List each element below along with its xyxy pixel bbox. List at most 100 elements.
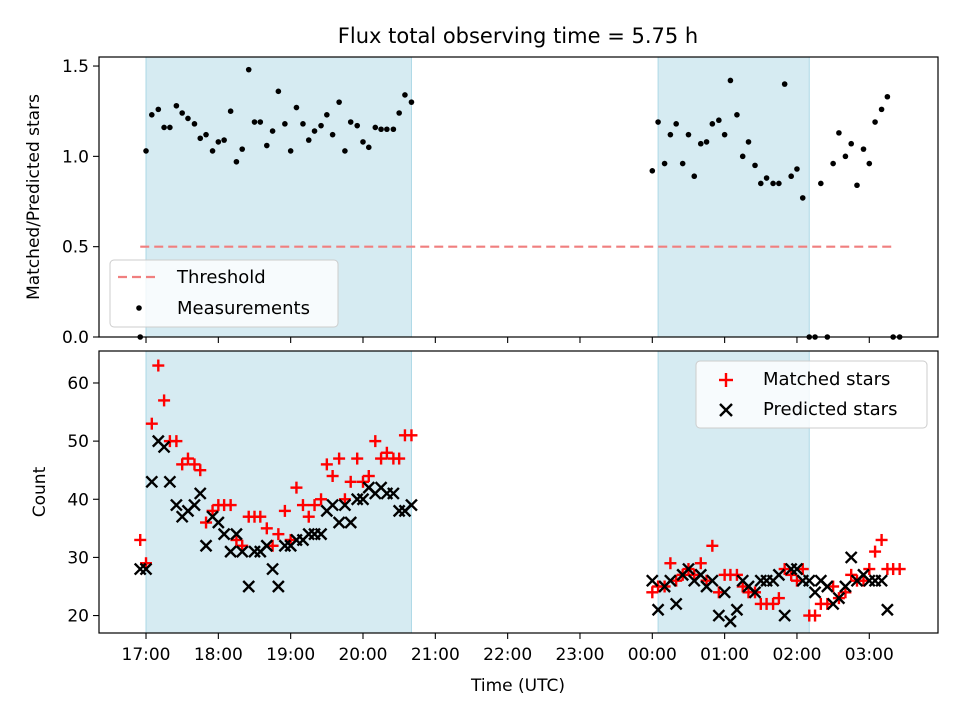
matched-stars-points [134,359,906,622]
predicted-star-point [344,516,358,529]
measurement-point [239,146,246,152]
measurement-point [305,137,312,143]
predicted-star-point [778,609,792,622]
matched-star-point [333,452,346,465]
x-stroke [742,580,755,593]
measurement-point [655,119,661,125]
matched-star-point [393,452,406,465]
x-stroke [778,609,792,622]
measurement-point [384,126,390,133]
measurement-point [378,126,384,133]
measurement-point [860,146,867,152]
matched-star-point [224,499,237,512]
x-stroke [344,516,358,529]
x-stroke [266,562,279,576]
x-stroke [724,615,737,628]
measurement-point [848,140,855,147]
matched-star-point [809,609,822,622]
x-stroke [260,539,274,553]
matched-star-point [170,435,183,448]
matched-star-point [839,586,852,599]
top-legend: Threshold Measurements [109,259,339,328]
matched-star-point [405,429,418,442]
measurement-point [402,92,408,98]
predicted-star-point [266,562,279,576]
measurement-point [830,160,836,167]
matched-star-point [875,533,888,546]
x-stroke [199,539,213,553]
measurement-point [185,115,191,122]
measurement-point [727,77,734,84]
matched-star-point [188,458,201,471]
measurement-point [649,168,656,174]
measurement-point [757,180,764,187]
measurement-point [215,139,222,145]
x-stroke [139,562,153,576]
shaded-region [657,56,810,338]
matched-star-point [236,539,249,552]
y-tick-label: 50 [67,432,89,452]
x-stroke [362,481,376,494]
top-axis-ticks: 0.0 0.5 1.0 1.5 [62,57,870,348]
measurement-point [282,121,288,127]
measurement-point [173,102,180,109]
matched-star-point [351,452,364,465]
predicted-star-point [808,585,822,599]
x-stroke [814,574,828,588]
measurement-point [372,124,379,131]
matched-star-point [200,516,213,529]
y-tick-label: 60 [67,374,89,394]
matched-star-point [296,499,309,512]
measurement-point [329,131,336,138]
top-panel: 0.0 0.5 1.0 1.5 Matched/Predicted stars Thr… [24,56,939,348]
predicted-star-point [682,562,695,576]
measurement-point [365,144,372,151]
measurement-point [872,119,878,125]
measurement-point [884,93,891,100]
predicted-star-point [211,516,225,529]
matched-star-point [326,470,339,483]
predicted-star-point [157,440,171,454]
x-stroke [772,568,786,582]
measurement-point [342,148,348,154]
matched-star-point [767,597,780,610]
x-tick-label: 03:00 [845,645,894,665]
matched-star-point [145,417,158,430]
matched-star-point [736,580,749,593]
measurement-point [734,112,740,118]
measurement-point [878,106,885,113]
predicted-star-point [170,498,183,512]
matched-star-point [790,574,803,587]
matched-star-point [152,359,165,372]
bottom-panel: 20 30 40 50 60 17:00 18:00 19:00 20:00 21:00 22:00… [30,350,939,696]
predicted-star-point [260,539,274,553]
measurement-point [318,122,324,129]
x-stroke [802,574,816,588]
measurement-point [275,88,282,95]
matched-star-point [134,533,147,546]
x-stroke [857,568,870,582]
measurement-point [818,180,824,187]
measurement-point [836,130,842,136]
predicted-star-point [230,527,243,541]
matched-star-point [369,435,382,448]
measurement-point [691,173,698,180]
matched-star-point [694,557,707,570]
x-stroke [839,580,852,593]
matched-star-point [380,446,393,459]
matched-star-point [181,452,194,465]
x-stroke [206,510,219,524]
matched-star-point [308,499,321,512]
matched-star-point [821,597,834,610]
x-stroke [314,527,328,541]
x-stroke [694,568,708,582]
measurement-point [221,137,227,143]
matched-star-point [646,586,659,599]
predicted-star-point [730,603,744,617]
measurement-point [776,180,782,187]
measurement-point [269,128,276,134]
x-axis-label: Time (UTC) [470,676,565,696]
x-stroke [338,498,352,512]
measurement-point [679,160,686,167]
matched-star-point [827,580,840,593]
